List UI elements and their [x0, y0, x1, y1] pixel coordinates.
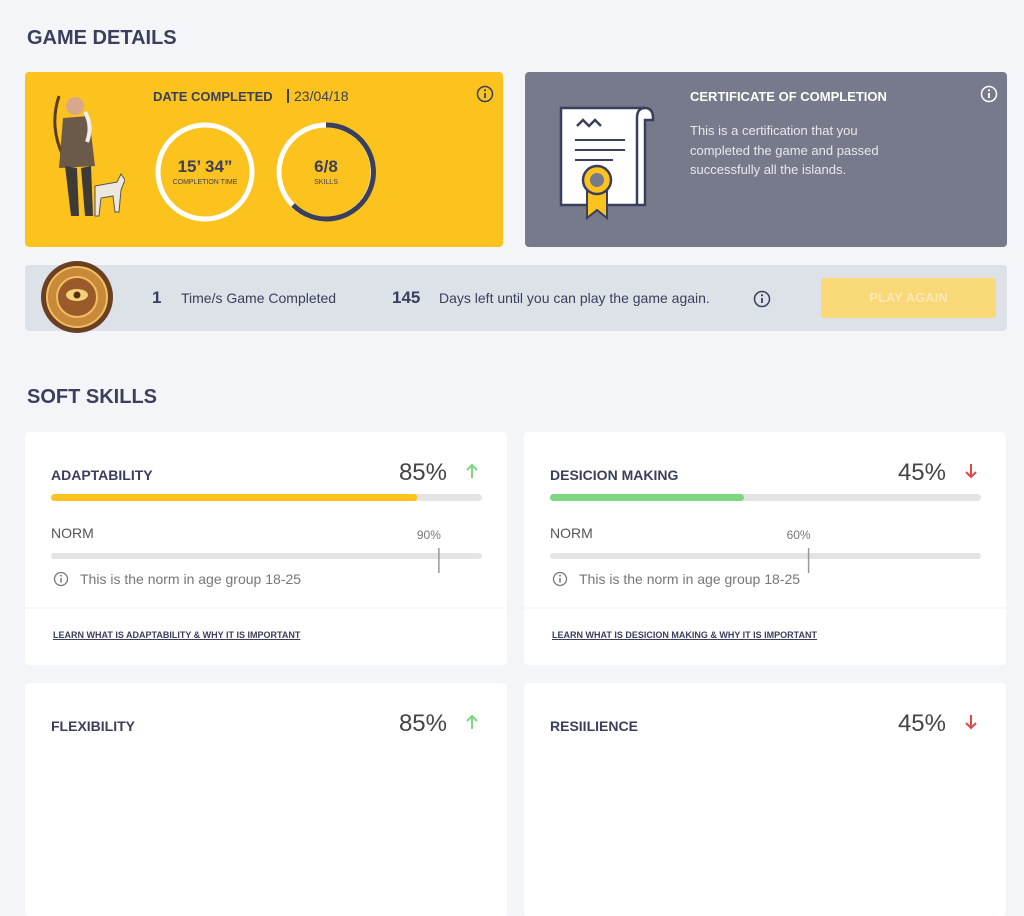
days-label: Days left until you can play the game ag… [439, 290, 710, 306]
section-title: SOFT SKILLS [27, 386, 157, 408]
learn-link[interactable]: LEARN WHAT IS DESICION MAKING & WHY IT I… [552, 630, 817, 640]
skill-card: ADAPTABILITY 85% NORM 90% This is the norm i… [25, 432, 507, 665]
info-icon[interactable] [476, 85, 494, 103]
skill-percent: 85% [398, 459, 447, 486]
completion-time-label: COMPLETION TIME [172, 179, 238, 186]
trend-arrow [965, 464, 977, 479]
info-icon [552, 571, 568, 587]
certificate-title: CERTIFICATE OF COMPLETION [690, 89, 887, 104]
certificate-text: This is a certification that you complet… [690, 123, 879, 177]
trend-arrow [466, 714, 478, 729]
norm-note: This is the norm in age group 18-25 [80, 571, 302, 587]
skill-card: RESIILIENCE 45% [524, 683, 1006, 916]
skill-graphics [25, 494, 507, 609]
completion-time: 15’ 34” [177, 157, 233, 176]
page: GAME DETAILS DATE COMPLETED 23/04/18 15’… [25, 27, 1007, 916]
skill-name: DESICION MAKING [550, 467, 679, 483]
certificate-icon [559, 106, 655, 221]
days-count: 145 [392, 288, 421, 307]
learn-link[interactable]: LEARN WHAT IS ADAPTABILITY & WHY IT IS I… [53, 630, 301, 640]
skill-bar [550, 494, 744, 501]
norm-note: This is the norm in age group 18-25 [579, 571, 801, 587]
skills-count: 6/8 [314, 157, 338, 176]
info-icon[interactable] [753, 290, 771, 308]
medal-icon [41, 261, 113, 333]
norm-track [550, 553, 981, 559]
stat-circles [155, 122, 376, 222]
play-again-button[interactable]: PLAY AGAIN [821, 278, 996, 318]
arrow [466, 463, 478, 478]
trend-arrow [965, 715, 977, 730]
info-icon [559, 574, 561, 577]
skill-card: FLEXIBILITY 85% [25, 683, 507, 916]
character-image [53, 95, 125, 217]
skill-card: DESICION MAKING 45% NORM 60% This is the nor… [524, 432, 1006, 665]
norm-track [51, 553, 482, 559]
norm-value: 60% [786, 528, 811, 542]
section-title: GAME DETAILS [27, 27, 177, 49]
skills-label: SKILLS [314, 179, 338, 186]
arrow [965, 464, 977, 479]
date: 23/04/18 [294, 88, 349, 104]
norm-value: 90% [416, 528, 441, 542]
skill-percent: 85% [398, 710, 447, 737]
skill-name: RESIILIENCE [550, 718, 638, 734]
info-icon [60, 574, 62, 577]
summary-bar: 1 Time/s Game Completed 145 Days left un… [25, 261, 1007, 333]
times-count: 1 [152, 288, 162, 307]
skill-percent: 45% [897, 459, 946, 486]
times-label: Time/s Game Completed [181, 290, 337, 306]
norm-label: NORM [550, 525, 593, 541]
date-label: DATE COMPLETED [153, 89, 273, 104]
skill-percent: 45% [897, 710, 946, 737]
skill-name: FLEXIBILITY [51, 718, 135, 734]
separator [287, 89, 289, 103]
norm-label: NORM [51, 525, 94, 541]
arrow [466, 714, 478, 729]
skill-name: ADAPTABILITY [51, 467, 153, 483]
completion-card: DATE COMPLETED 23/04/18 15’ 34” COMPLETI… [25, 72, 503, 247]
skill-bar [51, 494, 418, 501]
arrow [965, 715, 977, 730]
skill-graphics [524, 494, 1006, 609]
info-icon [53, 571, 69, 587]
certificate-card: CERTIFICATE OF COMPLETION This is a cert… [525, 72, 1007, 247]
trend-arrow [466, 463, 478, 478]
info-icon[interactable] [980, 85, 998, 103]
